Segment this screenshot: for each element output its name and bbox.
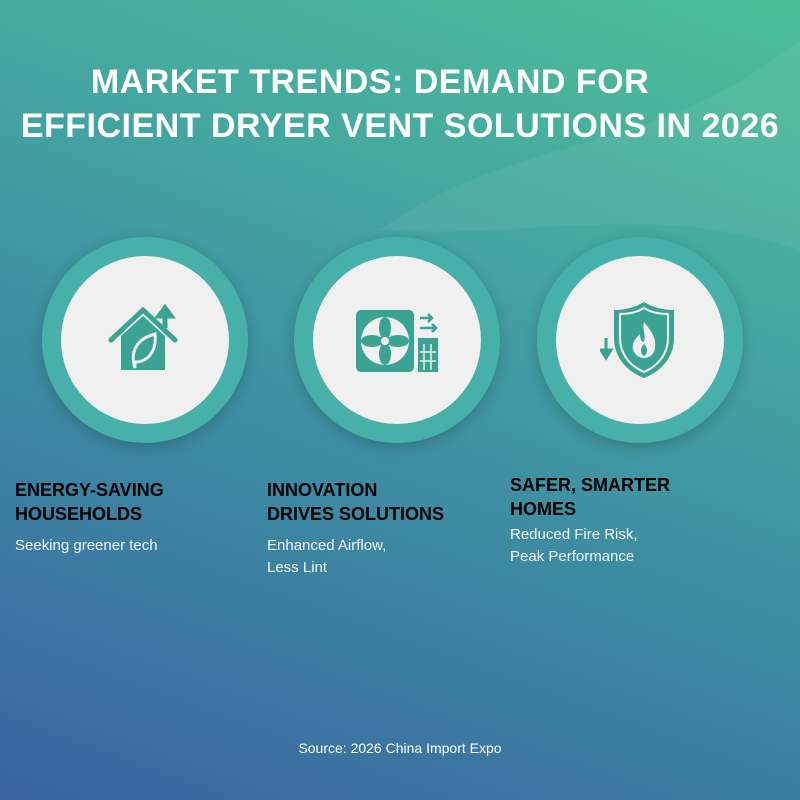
card-heading: SAFER, SMARTER HOMES <box>510 475 671 519</box>
card-description: Seeking greener tech <box>15 537 158 554</box>
innovation-icon-circle <box>294 237 500 443</box>
safety-icon-circle <box>537 237 743 443</box>
house-leaf-icon <box>108 303 178 370</box>
page-title: MARKET TRENDS: DEMAND FOR EFFICIENT DRYE… <box>20 63 780 145</box>
card-heading: INNOVATION DRIVES SOLUTIONS <box>267 480 445 524</box>
card-description: Reduced Fire Risk, Peak Performance <box>510 526 638 565</box>
energy-icon-circle <box>42 237 248 443</box>
card-heading: ENERGY-SAVING HOUSEHOLDS <box>15 480 164 524</box>
source-caption: Source: 2026 China Import Expo <box>298 740 502 756</box>
fan-filter-icon <box>356 310 438 372</box>
shield-fire-icon <box>600 302 674 378</box>
card-description: Enhanced Airflow, Less Lint <box>267 537 387 576</box>
